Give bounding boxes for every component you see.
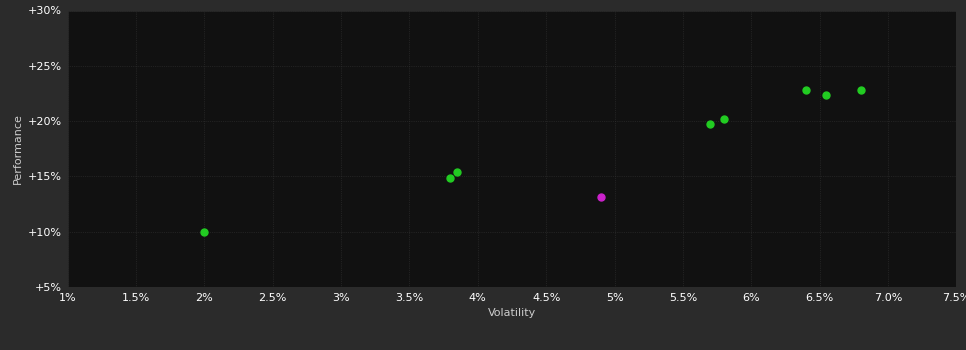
Point [702, 121, 718, 127]
Y-axis label: Performance: Performance [13, 113, 22, 184]
Point [716, 116, 731, 122]
Point [853, 88, 868, 93]
Point [442, 175, 458, 180]
X-axis label: Volatility: Volatility [488, 308, 536, 318]
Point [798, 88, 813, 93]
Point [197, 229, 213, 234]
Point [819, 92, 835, 97]
Point [593, 195, 609, 200]
Point [449, 169, 465, 175]
